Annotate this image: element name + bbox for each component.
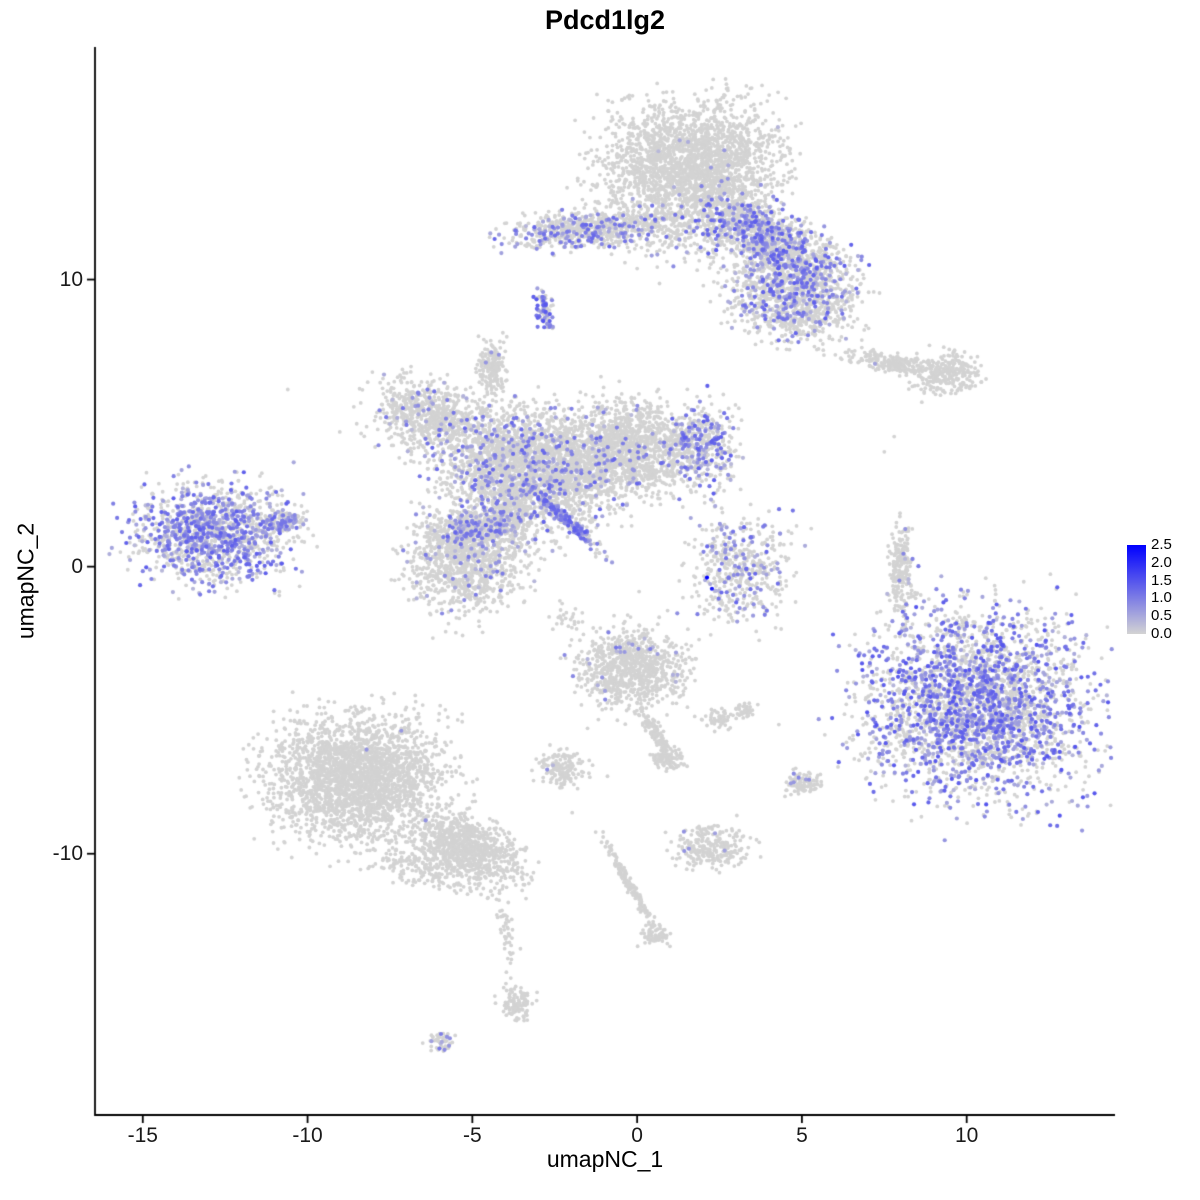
legend-tick-label: 1.5	[1151, 571, 1172, 589]
expression-colorbar-legend: 2.5 2.0 1.5 1.0 0.5 0.0	[1127, 537, 1199, 645]
plot-title: Pdcd1lg2	[544, 5, 666, 35]
x-axis-title: umapNC_1	[546, 1146, 664, 1172]
legend-tick-label: 0.5	[1151, 607, 1172, 625]
legend-gradient-bar	[1127, 545, 1146, 634]
legend-tick-label: 0.0	[1151, 625, 1172, 642]
legend-tick-label: 2.5	[1151, 536, 1172, 553]
y-axis-title: umapNC_2	[12, 522, 39, 640]
legend-tick-label: 1.0	[1151, 589, 1172, 607]
legend-tick-label: 2.0	[1151, 553, 1172, 571]
